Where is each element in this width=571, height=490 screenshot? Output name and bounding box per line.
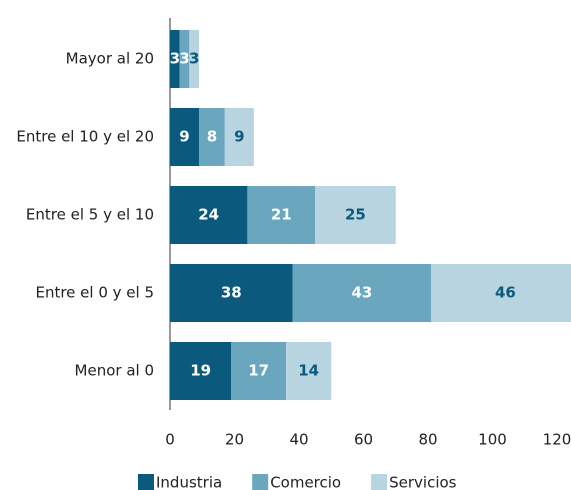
legend-swatch — [138, 474, 154, 490]
bar-segment — [286, 342, 332, 400]
value-label: 25 — [345, 206, 366, 224]
bar-segment — [170, 264, 293, 322]
value-label: 3 — [170, 50, 180, 68]
value-label: 38 — [221, 284, 242, 302]
bar-segment — [231, 342, 287, 400]
bars — [170, 30, 571, 400]
legend-label: Industria — [156, 474, 222, 490]
value-label: 3 — [189, 50, 199, 68]
x-tick-label: 100 — [478, 431, 507, 449]
value-label: 21 — [271, 206, 292, 224]
bar-segment — [170, 186, 248, 244]
x-tick-label: 20 — [225, 431, 244, 449]
y-tick-label: Entre el 5 y el 10 — [26, 206, 154, 224]
bar-segment — [199, 108, 225, 166]
value-label: 8 — [207, 128, 217, 146]
y-tick-label: Entre el 0 y el 5 — [35, 284, 154, 302]
bar-segment — [179, 30, 190, 88]
value-label: 46 — [495, 284, 516, 302]
value-label: 24 — [198, 206, 219, 224]
bar-segment — [189, 30, 200, 88]
x-tick-label: 120 — [543, 431, 571, 449]
y-tick-label: Mayor al 20 — [66, 50, 154, 68]
value-label: 3 — [179, 50, 189, 68]
value-label: 9 — [179, 128, 189, 146]
bar-segment — [315, 186, 396, 244]
legend-label: Servicios — [389, 474, 457, 490]
x-tick-label: 80 — [418, 431, 437, 449]
y-tick-label: Entre el 10 y el 20 — [16, 128, 154, 146]
legend-swatch — [252, 474, 269, 490]
legend-label: Comercio — [270, 474, 341, 490]
value-label: 43 — [351, 284, 372, 302]
x-tick-label: 60 — [354, 431, 373, 449]
bar-segment — [247, 186, 316, 244]
value-label: 19 — [190, 362, 211, 380]
bar-segment — [431, 264, 571, 322]
value-label: 9 — [234, 128, 244, 146]
bar-segment — [170, 30, 180, 88]
legend-swatch — [371, 474, 388, 490]
bar-segment — [224, 108, 254, 166]
x-tick-label: 40 — [289, 431, 308, 449]
bar-segment — [170, 108, 200, 166]
x-tick-label: 0 — [165, 431, 175, 449]
bar-segment — [170, 342, 232, 400]
y-tick-label: Menor al 0 — [75, 362, 154, 380]
bar-segment — [292, 264, 432, 322]
value-label: 14 — [298, 362, 319, 380]
value-label: 17 — [248, 362, 269, 380]
